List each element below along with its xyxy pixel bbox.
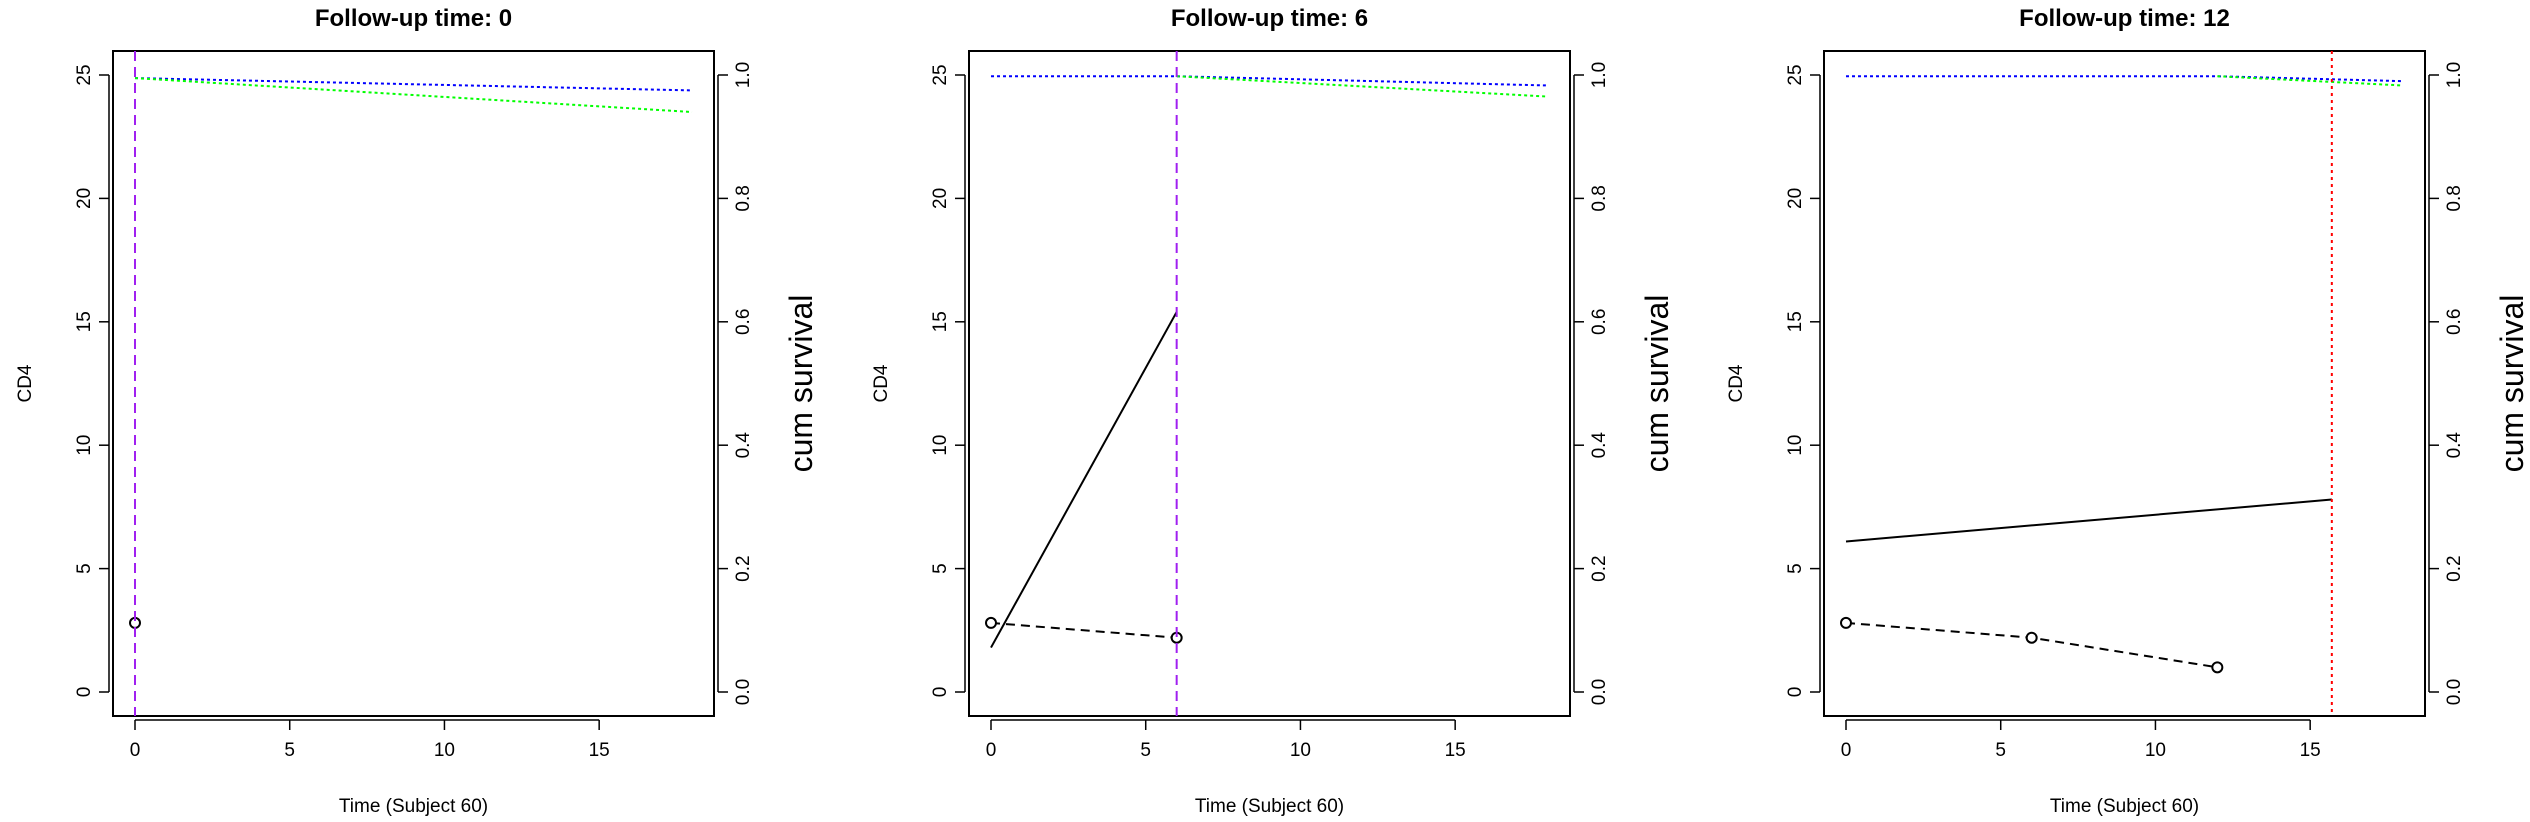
chart-title: Follow-up time: 0 bbox=[315, 5, 512, 32]
x-tick-label: 15 bbox=[589, 740, 610, 761]
y-tick-label-left: 15 bbox=[1785, 311, 1806, 332]
y-tick-label-right: 0.2 bbox=[1589, 555, 1610, 581]
x-tick-label: 10 bbox=[434, 740, 455, 761]
x-tick-label: 0 bbox=[986, 740, 997, 761]
y-tick-label-right: 0.0 bbox=[733, 679, 754, 705]
observed-point bbox=[985, 616, 997, 629]
y-tick-label-left: 25 bbox=[1785, 64, 1806, 85]
y-tick-label-right: 0.6 bbox=[2444, 309, 2465, 335]
y-tick-label-left: 0 bbox=[1785, 687, 1806, 698]
y-tick-label-right: 0.4 bbox=[733, 432, 754, 459]
y-tick-label-left: 15 bbox=[930, 311, 951, 332]
y-tick-label-left: 0 bbox=[74, 687, 95, 698]
y-tick-label-left: 10 bbox=[930, 435, 951, 456]
y-tick-label-left: 5 bbox=[1785, 563, 1806, 574]
x-tick-label: 15 bbox=[2300, 740, 2321, 761]
x-tick-label: 10 bbox=[1290, 740, 1311, 761]
observed-point bbox=[2211, 661, 2224, 674]
y-tick-label-left: 5 bbox=[74, 563, 95, 574]
y-tick-label-left: 25 bbox=[74, 64, 95, 85]
plot-frame bbox=[968, 50, 1571, 717]
x-tick-label: 5 bbox=[1995, 740, 2006, 761]
y-axis-label-right: cum survival bbox=[783, 295, 819, 473]
y-tick-label-right: 0.2 bbox=[2444, 555, 2465, 581]
y-tick-label-left: 20 bbox=[74, 188, 95, 209]
y-axis-label-right: cum survival bbox=[2494, 295, 2530, 473]
x-axis-label: Time (Subject 60) bbox=[1195, 796, 1344, 817]
x-axis-label: Time (Subject 60) bbox=[339, 796, 488, 817]
y-tick-label-left: 20 bbox=[930, 188, 951, 209]
y-tick-label-right: 0.0 bbox=[2444, 679, 2465, 705]
x-axis-label: Time (Subject 60) bbox=[2050, 796, 2199, 817]
chart-title: Follow-up time: 12 bbox=[2019, 5, 2230, 32]
chart-panel-2: Follow-up time: 12 0 5 10 15 20 25 0.0 0.2 0.4 0.6… bbox=[1726, 5, 2530, 817]
x-tick-label: 5 bbox=[1140, 740, 1151, 761]
y-tick-label-left: 25 bbox=[930, 64, 951, 85]
chart-panel-1: Follow-up time: 6 0 5 10 15 20 25 0.0 0.2 0.4 0.6 0… bbox=[871, 5, 1675, 817]
y-axis-label-left: CD4 bbox=[871, 364, 892, 402]
x-tick-label: 0 bbox=[130, 740, 141, 761]
y-tick-label-left: 10 bbox=[1785, 435, 1806, 456]
plot-frame bbox=[1823, 50, 2426, 717]
y-tick-label-right: 1.0 bbox=[1589, 62, 1610, 88]
observed-line bbox=[1845, 621, 2218, 669]
y-tick-label-right: 0.4 bbox=[2444, 432, 2465, 459]
y-axis-label-left: CD4 bbox=[1726, 364, 1747, 402]
y-axis-label-right: cum survival bbox=[1639, 295, 1675, 473]
survival-curve-1 bbox=[2217, 75, 2404, 87]
y-tick-label-right: 0.0 bbox=[1589, 679, 1610, 705]
x-tick-label: 10 bbox=[2145, 740, 2166, 761]
y-tick-label-left: 20 bbox=[1785, 188, 1806, 209]
survival-curve-1 bbox=[134, 77, 693, 114]
fitted-trajectory bbox=[1845, 498, 2332, 543]
y-tick-label-right: 1.0 bbox=[733, 62, 754, 88]
observed-line bbox=[990, 621, 1177, 639]
x-tick-label: 15 bbox=[1445, 740, 1466, 761]
y-tick-label-left: 10 bbox=[74, 435, 95, 456]
observed-point bbox=[2025, 631, 2038, 644]
y-tick-label-right: 0.6 bbox=[1589, 309, 1610, 335]
y-tick-label-left: 0 bbox=[930, 687, 951, 698]
chart-panel-0: Follow-up time: 0 0 5 10 15 20 25 0.0 0.2 0.4 0.6 0… bbox=[15, 5, 819, 817]
y-tick-label-right: 0.4 bbox=[1589, 432, 1610, 459]
fitted-trajectory bbox=[990, 311, 1178, 649]
survival-curve-1 bbox=[1176, 75, 1549, 98]
y-tick-label-right: 0.8 bbox=[733, 185, 754, 211]
survival-curve-0 bbox=[134, 77, 693, 92]
chart-title: Follow-up time: 6 bbox=[1171, 5, 1368, 32]
y-tick-label-right: 0.2 bbox=[733, 555, 754, 581]
x-tick-label: 0 bbox=[1841, 740, 1852, 761]
x-tick-label: 5 bbox=[284, 740, 295, 761]
observed-point bbox=[1840, 616, 1852, 629]
y-tick-label-left: 5 bbox=[930, 563, 951, 574]
survival-curve-0 bbox=[991, 75, 1549, 87]
y-tick-label-right: 1.0 bbox=[2444, 62, 2465, 88]
y-tick-label-right: 0.6 bbox=[733, 309, 754, 335]
y-tick-label-left: 15 bbox=[74, 311, 95, 332]
y-tick-label-right: 0.8 bbox=[1589, 185, 1610, 211]
plot-frame bbox=[112, 50, 715, 717]
y-tick-label-right: 0.8 bbox=[2444, 185, 2465, 211]
y-axis-label-left: CD4 bbox=[15, 364, 36, 402]
